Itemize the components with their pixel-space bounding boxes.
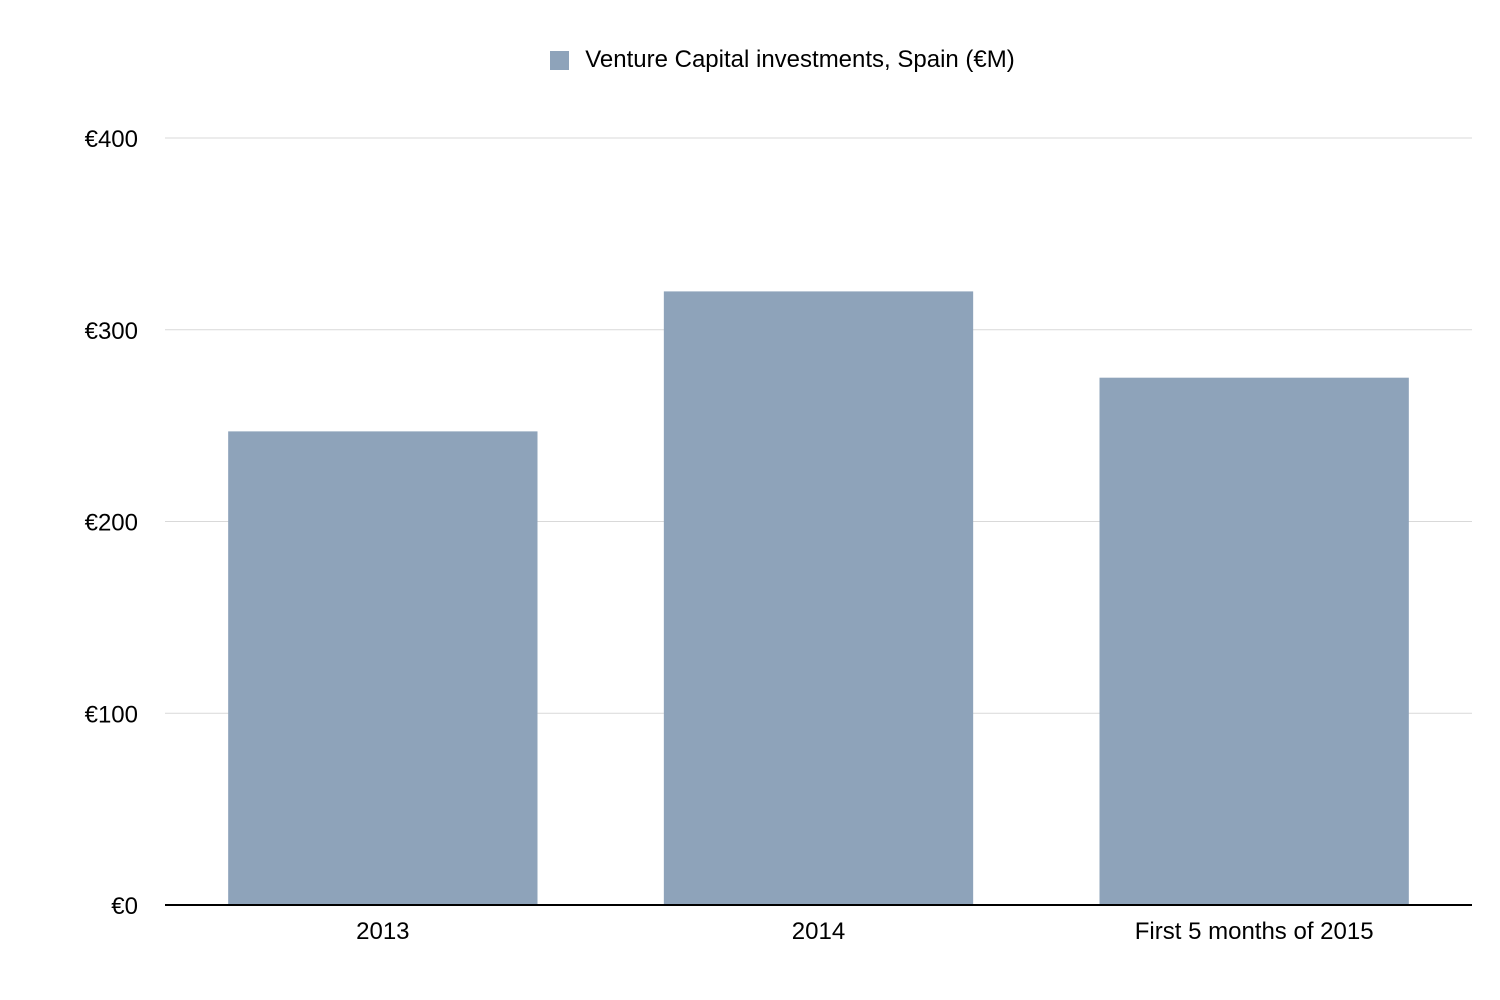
bars xyxy=(228,291,1409,905)
legend-swatch xyxy=(550,50,570,70)
y-tick-label: €0 xyxy=(111,893,138,920)
y-tick-label: €200 xyxy=(85,510,138,537)
bar xyxy=(663,291,974,905)
x-tick-label: 2013 xyxy=(356,918,409,945)
chart-legend: Venture Capital investments, Spain (€M) xyxy=(0,46,1500,74)
y-tick-label: €400 xyxy=(85,126,138,153)
y-tick-label: €300 xyxy=(85,318,138,345)
bar xyxy=(228,431,538,905)
x-tick-label: First 5 months of 2015 xyxy=(1135,918,1374,945)
x-tick-label: 2014 xyxy=(792,918,845,945)
tick-labels: €0 €100 €200 €300 €400 2013 2014 First 5 months… xyxy=(85,126,1374,945)
legend-label: Venture Capital investments, Spain (€M) xyxy=(585,46,1015,73)
y-tick-label: €100 xyxy=(85,701,138,728)
bar xyxy=(1099,377,1409,905)
